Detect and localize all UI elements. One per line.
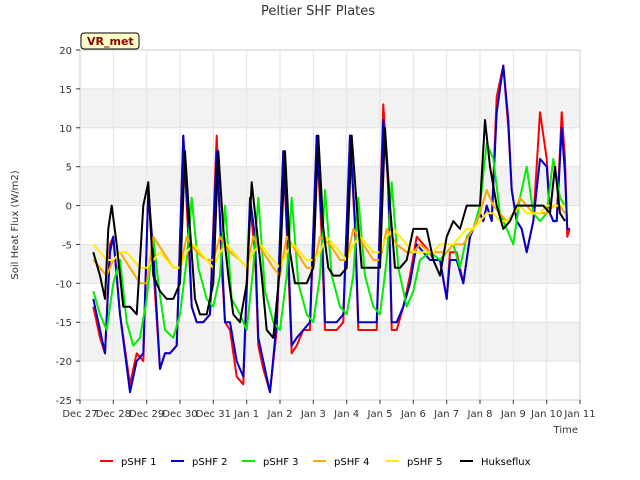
x-tick-label: Jan 6	[400, 409, 426, 420]
background-band	[80, 166, 580, 206]
background-band	[80, 127, 580, 167]
y-tick-label: 10	[59, 124, 72, 135]
x-tick-label: Dec 29	[129, 409, 164, 420]
x-tick-label: Jan 3	[300, 409, 326, 420]
x-axis-label: Time	[553, 425, 578, 436]
x-tick-label: Jan 2	[267, 409, 293, 420]
x-tick-label: Jan 5	[367, 409, 393, 420]
x-tick-label: Jan 4	[333, 409, 359, 420]
series-layer	[92, 64, 571, 394]
site-badge-text: VR_met	[87, 35, 134, 48]
legend-entry: pSHF 4	[334, 457, 370, 468]
y-axis-ticks: -25 -20 -15 -10 -5 0 5 10 15 20	[56, 46, 80, 407]
y-tick-label: 15	[59, 85, 72, 96]
plot-frame	[79, 49, 581, 401]
x-tick-label: Jan 8	[467, 409, 493, 420]
background-band	[80, 361, 580, 400]
series-line-hukseflux	[92, 119, 566, 339]
legend-entry: pSHF 1	[121, 457, 157, 468]
x-tick-label: Jan 7	[433, 409, 459, 420]
y-tick-label: -15	[56, 318, 72, 329]
series-line-pshf-2	[92, 64, 570, 394]
y-tick-label: -10	[56, 279, 72, 290]
legend-entry: pSHF 2	[192, 457, 228, 468]
chart-title: Peltier SHF Plates	[261, 4, 375, 19]
x-tick-label: Dec 28	[96, 409, 131, 420]
x-tick-label: Dec 27	[62, 409, 97, 420]
site-badge: VR_met	[80, 32, 140, 50]
background-band	[80, 322, 580, 362]
series-line-pshf-5	[92, 204, 565, 269]
legend-entry: pSHF 5	[407, 457, 443, 468]
site-badge-box	[80, 32, 140, 50]
x-tick-label: Jan 11	[563, 409, 595, 420]
y-tick-label: -5	[62, 240, 72, 251]
y-tick-label: -25	[56, 396, 72, 407]
background-band	[80, 205, 580, 245]
y-tick-label: 0	[66, 202, 72, 213]
x-tick-label: Jan 1	[233, 409, 259, 420]
y-tick-label: 20	[59, 46, 72, 57]
legend: pSHF 1 pSHF 2 pSHF 3 pSHF 4 pSHF 5 Hukseflux	[100, 457, 531, 468]
x-tick-label: Dec 31	[196, 409, 231, 420]
y-tick-label: 5	[66, 163, 72, 174]
y-axis-label: Soil Heat Flux (W/m2)	[10, 170, 21, 279]
y-tick-label: -20	[56, 357, 72, 368]
x-tick-label: Dec 30	[162, 409, 197, 420]
legend-entry: pSHF 3	[263, 457, 299, 468]
legend-entry: Hukseflux	[481, 457, 531, 468]
background-band	[80, 50, 580, 89]
x-tick-label: Jan 10	[530, 409, 562, 420]
x-tick-label: Jan 9	[500, 409, 526, 420]
